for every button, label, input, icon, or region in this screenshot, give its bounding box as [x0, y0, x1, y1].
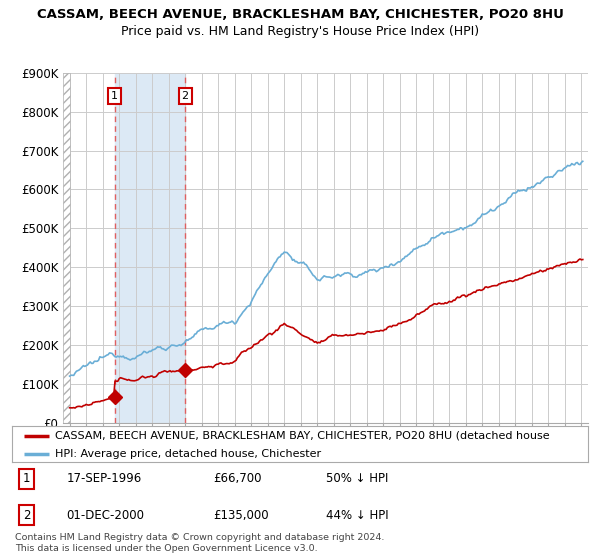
Bar	[115, 73, 185, 423]
Text: Price paid vs. HM Land Registry's House Price Index (HPI): Price paid vs. HM Land Registry's House …	[121, 25, 479, 38]
Text: 1: 1	[111, 91, 118, 101]
Text: 2: 2	[23, 508, 30, 521]
Text: CASSAM, BEECH AVENUE, BRACKLESHAM BAY, CHICHESTER, PO20 8HU: CASSAM, BEECH AVENUE, BRACKLESHAM BAY, C…	[37, 8, 563, 21]
Text: 01-DEC-2000: 01-DEC-2000	[67, 508, 145, 521]
Text: £135,000: £135,000	[214, 508, 269, 521]
Text: HPI: Average price, detached house, Chichester: HPI: Average price, detached house, Chic…	[55, 449, 322, 459]
Text: CASSAM, BEECH AVENUE, BRACKLESHAM BAY, CHICHESTER, PO20 8HU (detached house: CASSAM, BEECH AVENUE, BRACKLESHAM BAY, C…	[55, 431, 550, 441]
Text: 1: 1	[23, 473, 30, 486]
Text: £66,700: £66,700	[214, 473, 262, 486]
Text: 17-SEP-1996: 17-SEP-1996	[67, 473, 142, 486]
Text: Contains HM Land Registry data © Crown copyright and database right 2024.
This d: Contains HM Land Registry data © Crown c…	[15, 533, 385, 553]
Text: 50% ↓ HPI: 50% ↓ HPI	[326, 473, 388, 486]
Text: 44% ↓ HPI: 44% ↓ HPI	[326, 508, 389, 521]
Text: 2: 2	[182, 91, 189, 101]
